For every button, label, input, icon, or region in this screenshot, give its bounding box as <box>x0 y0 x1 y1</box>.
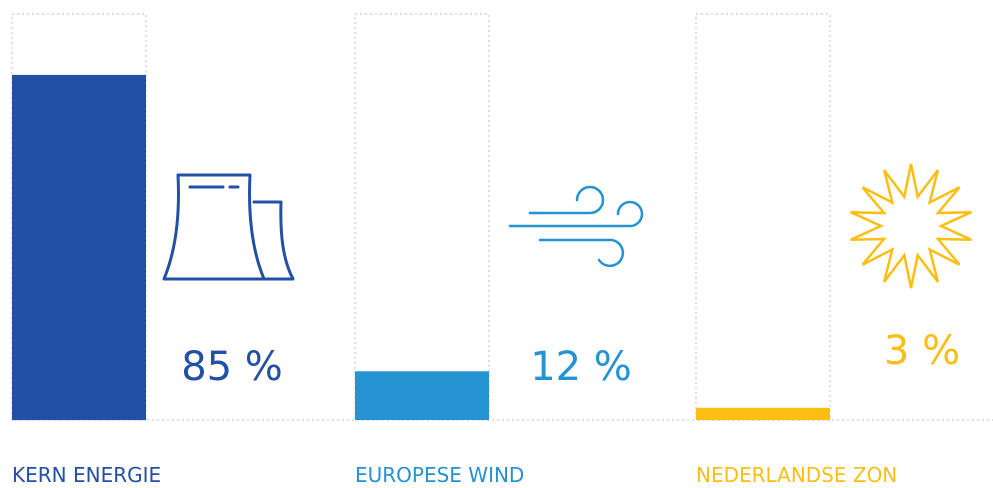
bar-track-europese-wind <box>354 13 490 421</box>
value-label-kern-energie: 85 % <box>181 344 283 390</box>
wind-icon <box>508 185 644 268</box>
category-label-europese-wind: EUROPESE WIND <box>355 463 524 487</box>
value-label-nederlandse-zon: 3 % <box>884 328 960 374</box>
cooling-tower-icon <box>162 173 295 281</box>
category-label-kern-energie: KERN ENERGIE <box>12 463 161 487</box>
bar-track-nederlandse-zon <box>695 13 831 421</box>
bar-europese-wind <box>355 371 489 420</box>
bar-kern-energie <box>12 74 146 421</box>
value-label-europese-wind: 12 % <box>530 344 632 390</box>
category-label-nederlandse-zon: NEDERLANDSE ZON <box>696 463 897 487</box>
sun-icon <box>850 163 972 289</box>
bar-nederlandse-zon <box>696 407 830 420</box>
